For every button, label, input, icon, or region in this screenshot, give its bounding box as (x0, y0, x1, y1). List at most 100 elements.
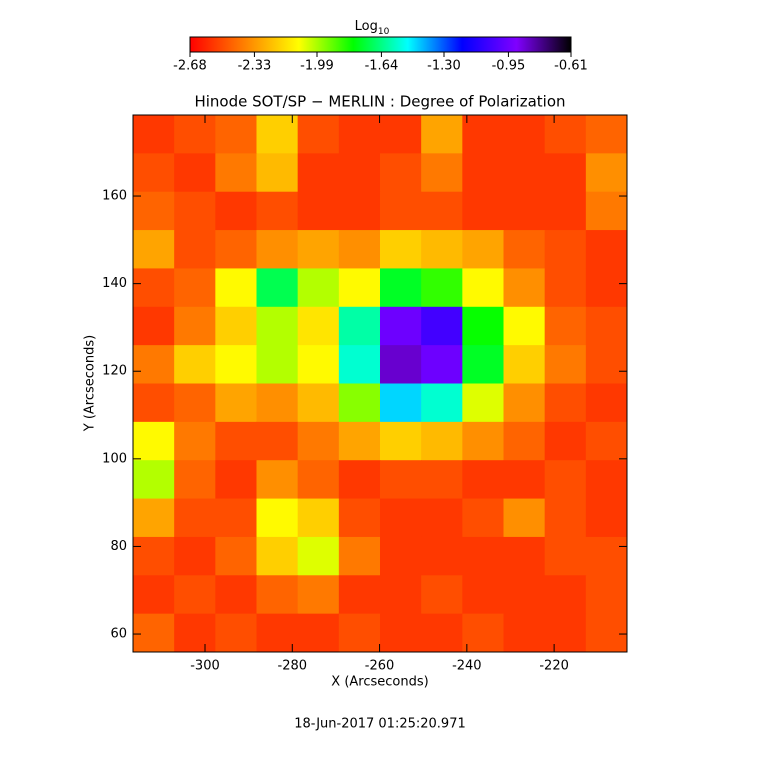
heatmap-cell (133, 268, 175, 308)
heatmap-cell (380, 191, 422, 231)
heatmap-cell (421, 536, 463, 576)
heatmap-cell (544, 613, 587, 653)
heatmap-cell (215, 345, 257, 384)
heatmap-cell (503, 191, 546, 231)
heatmap (133, 115, 628, 653)
heatmap-cell (503, 421, 546, 461)
colorbar-label-sub: 10 (378, 27, 390, 37)
heatmap-cell (421, 421, 463, 461)
heatmap-cell (421, 191, 463, 231)
heatmap-cell (380, 230, 422, 269)
heatmap-cell (421, 613, 463, 653)
colorbar-label: Log10 (355, 19, 390, 37)
chart-title: Hinode SOT/SP − MERLIN : Degree of Polar… (194, 93, 565, 111)
heatmap-cell (544, 345, 587, 384)
heatmap-cell (380, 575, 422, 615)
colorbar-tick-label: -1.30 (427, 59, 461, 74)
heatmap-cell (462, 191, 504, 231)
heatmap-cell (503, 153, 546, 193)
heatmap-cell (544, 536, 587, 576)
heatmap-cell (338, 230, 381, 269)
heatmap-cell (256, 306, 299, 346)
heatmap-cell (462, 268, 504, 308)
x-tick-label: -300 (190, 659, 220, 674)
heatmap-cell (421, 115, 463, 154)
heatmap-cell (380, 613, 422, 653)
heatmap-cell (380, 345, 422, 384)
heatmap-cell (338, 191, 381, 231)
heatmap-cell (256, 575, 299, 615)
heatmap-cell (297, 230, 340, 269)
heatmap-cell (133, 421, 175, 461)
heatmap-cell (338, 575, 381, 615)
heatmap-cell (174, 191, 216, 231)
heatmap-cell (215, 115, 257, 154)
heatmap-cell (297, 306, 340, 346)
heatmap-cell (338, 421, 381, 461)
heatmap-cell (256, 498, 299, 538)
heatmap-cell (585, 498, 628, 538)
heatmap-cell (380, 268, 422, 308)
heatmap-cell (503, 613, 546, 653)
heatmap-cell (462, 536, 504, 576)
colorbar (189, 36, 572, 53)
heatmap-cell (421, 268, 463, 308)
heatmap-cell (215, 421, 257, 461)
heatmap-cell (380, 383, 422, 423)
heatmap-cell (297, 268, 340, 308)
heatmap-cell (544, 268, 587, 308)
heatmap-cell (585, 460, 628, 500)
heatmap-cell (256, 191, 299, 231)
heatmap-cell (338, 345, 381, 384)
x-axis-label: X (Arcseconds) (331, 675, 428, 690)
heatmap-cell (338, 613, 381, 653)
heatmap-cell (133, 460, 175, 500)
colorbar-tick-label: -2.68 (173, 59, 207, 74)
heatmap-cell (256, 421, 299, 461)
heatmap-cell (297, 421, 340, 461)
heatmap-cell (503, 115, 546, 154)
heatmap-cell (380, 460, 422, 500)
heatmap-cell (462, 575, 504, 615)
colorbar-tick-label: -1.64 (365, 59, 399, 74)
heatmap-cell (256, 115, 299, 154)
y-tick-label: 140 (102, 276, 127, 291)
heatmap-cell (133, 498, 175, 538)
heatmap-cell (421, 230, 463, 269)
heatmap-cell (297, 575, 340, 615)
heatmap-cell (380, 306, 422, 346)
heatmap-cell (338, 153, 381, 193)
heatmap-cell (585, 268, 628, 308)
heatmap-cell (215, 306, 257, 346)
heatmap-cell (462, 306, 504, 346)
heatmap-cell (421, 575, 463, 615)
heatmap-cell (421, 460, 463, 500)
colorbar-tick-label: -2.33 (238, 59, 272, 74)
heatmap-cell (297, 153, 340, 193)
colorbar-tick-label: -0.95 (492, 59, 526, 74)
heatmap-cell (215, 575, 257, 615)
heatmap-cell (338, 498, 381, 538)
heatmap-cell (585, 536, 628, 576)
heatmap-cell (133, 306, 175, 346)
heatmap-cell (297, 536, 340, 576)
heatmap-cell (338, 115, 381, 154)
colorbar-label-text: Log (355, 19, 378, 34)
heatmap-cell (544, 115, 587, 154)
x-tick-label: -260 (365, 659, 395, 674)
heatmap-cell (380, 153, 422, 193)
heatmap-cell (338, 536, 381, 576)
x-tick-label: -240 (452, 659, 482, 674)
heatmap-cell (133, 383, 175, 423)
heatmap-cell (544, 191, 587, 231)
heatmap-cell (297, 191, 340, 231)
heatmap-cell (297, 460, 340, 500)
heatmap-cell (256, 345, 299, 384)
heatmap-cell (544, 460, 587, 500)
timestamp: 18-Jun-2017 01:25:20.971 (294, 717, 466, 732)
heatmap-cell (503, 460, 546, 500)
heatmap-cell (297, 613, 340, 653)
heatmap-cell (544, 498, 587, 538)
heatmap-cell (174, 613, 216, 653)
